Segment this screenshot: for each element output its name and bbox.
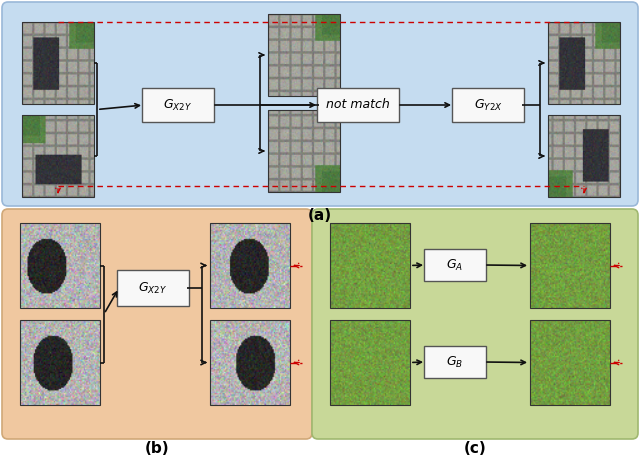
Bar xyxy=(268,110,340,192)
Bar xyxy=(548,115,620,197)
Bar xyxy=(530,223,610,308)
Bar xyxy=(530,320,610,405)
Bar xyxy=(20,320,100,405)
FancyBboxPatch shape xyxy=(2,209,312,439)
Bar xyxy=(330,320,410,405)
FancyBboxPatch shape xyxy=(142,88,214,122)
Text: $G_{X2Y}$: $G_{X2Y}$ xyxy=(138,280,168,295)
Text: (c): (c) xyxy=(463,441,486,456)
Text: $G_A$: $G_A$ xyxy=(447,257,463,272)
FancyBboxPatch shape xyxy=(312,209,638,439)
Text: (b): (b) xyxy=(145,441,170,456)
FancyBboxPatch shape xyxy=(317,88,399,122)
Bar xyxy=(210,223,290,308)
Bar xyxy=(330,223,410,308)
FancyBboxPatch shape xyxy=(424,249,486,281)
Text: $G_{X2Y}$: $G_{X2Y}$ xyxy=(163,97,193,112)
Text: not match: not match xyxy=(326,99,390,111)
FancyBboxPatch shape xyxy=(2,2,638,206)
Text: (a): (a) xyxy=(308,208,332,223)
Text: $G_{Y2X}$: $G_{Y2X}$ xyxy=(474,97,502,112)
Bar xyxy=(22,22,94,104)
Bar xyxy=(268,14,340,96)
Bar xyxy=(210,320,290,405)
Bar xyxy=(548,22,620,104)
Bar xyxy=(20,223,100,308)
Text: $G_B$: $G_B$ xyxy=(447,354,463,370)
FancyBboxPatch shape xyxy=(424,346,486,378)
FancyBboxPatch shape xyxy=(452,88,524,122)
FancyBboxPatch shape xyxy=(117,270,189,306)
Bar xyxy=(22,115,94,197)
